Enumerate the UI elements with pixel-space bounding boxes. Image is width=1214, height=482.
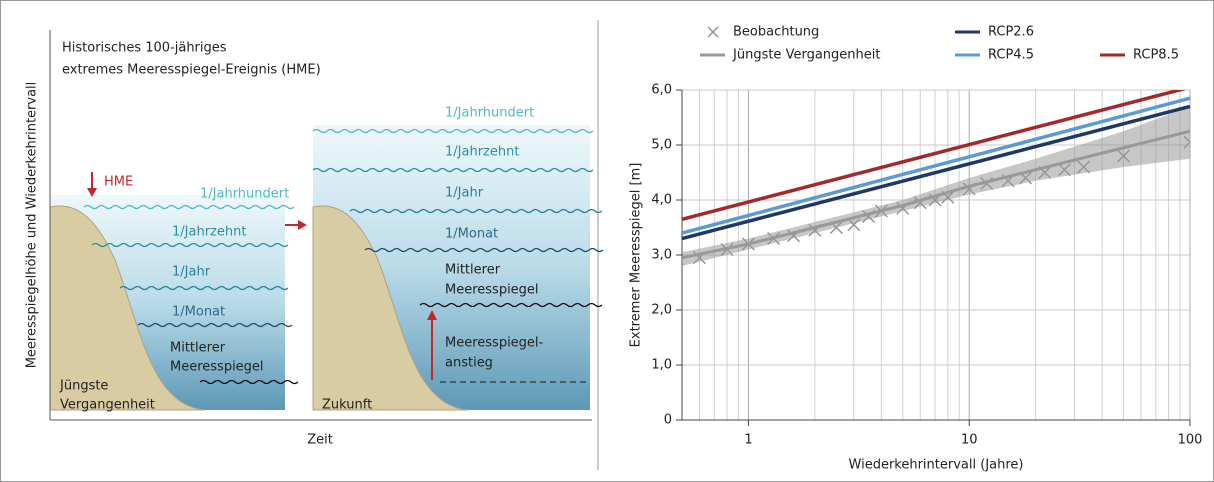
diagram-title: Historisches 100-jähriges [62,41,227,56]
hme-label: HME [104,175,133,190]
level-label: 1/Jahrhundert [445,106,534,121]
legend-label: RCP2.6 [988,25,1034,40]
level-label: 1/Jahrhundert [200,187,289,202]
y-tick-label: 3,0 [651,248,672,263]
diagram-x-label: Zeit [307,433,333,448]
legend-label: Beobachtung [733,25,819,40]
legend-label: RCP8.5 [1133,48,1179,63]
x-axis-label: Wiederkehrintervall (Jahre) [849,458,1024,473]
mean-label: Mittlerer [170,341,226,356]
future-label: Zukunft [322,398,372,413]
x-tick-label: 100 [1178,433,1203,448]
figure: Historisches 100-jähriges extremes Meere… [0,0,1214,482]
y-tick-label: 2,0 [651,303,672,318]
x-tick-label: 10 [961,433,978,448]
time-arrow-head [298,220,307,230]
past-label: Jüngste [59,379,108,394]
x-tick-label: 1 [744,433,752,448]
y-axis-label: Extremer Meeresspiegel [m] [629,163,644,348]
mean-label: Mittlerer [445,263,501,278]
rise-label: anstieg [445,356,493,371]
y-tick-label: 4,0 [651,193,672,208]
legend-label: Jüngste Vergangenheit [732,48,880,63]
diagram-y-label: Meeresspiegelhöhe und Wiederkehrinterval… [25,82,40,369]
level-label: 1/Jahrzehnt [172,225,246,240]
y-tick-label: 6,0 [651,83,672,98]
legend-label: RCP4.5 [988,48,1034,63]
y-tick-label: 5,0 [651,138,672,153]
diagram: Historisches 100-jähriges extremes Meere… [25,30,604,448]
level-label: 1/Jahr [445,186,484,201]
mean-label: Meeresspiegel [445,283,539,298]
y-tick-label: 1,0 [651,358,672,373]
level-label: 1/Jahrzehnt [445,145,519,160]
level-label: 1/Monat [445,227,498,242]
diagram-title: extremes Meeresspiegel-Ereignis (HME) [62,63,321,78]
level-label: 1/Monat [172,305,225,320]
past-label: Vergangenheit [60,398,155,413]
series-line [682,107,1190,239]
plot-area [682,87,1196,266]
rise-label: Meeresspiegel- [445,336,544,351]
chart: 1 10 100 0 1,0 2,0 3,0 4,0 5,0 6,0 Wiederkehrinter… [629,25,1203,473]
mean-label: Meeresspiegel [170,360,264,375]
level-label: 1/Jahr [172,265,211,280]
legend-symbol [708,27,718,37]
y-tick-label: 0 [664,413,672,428]
